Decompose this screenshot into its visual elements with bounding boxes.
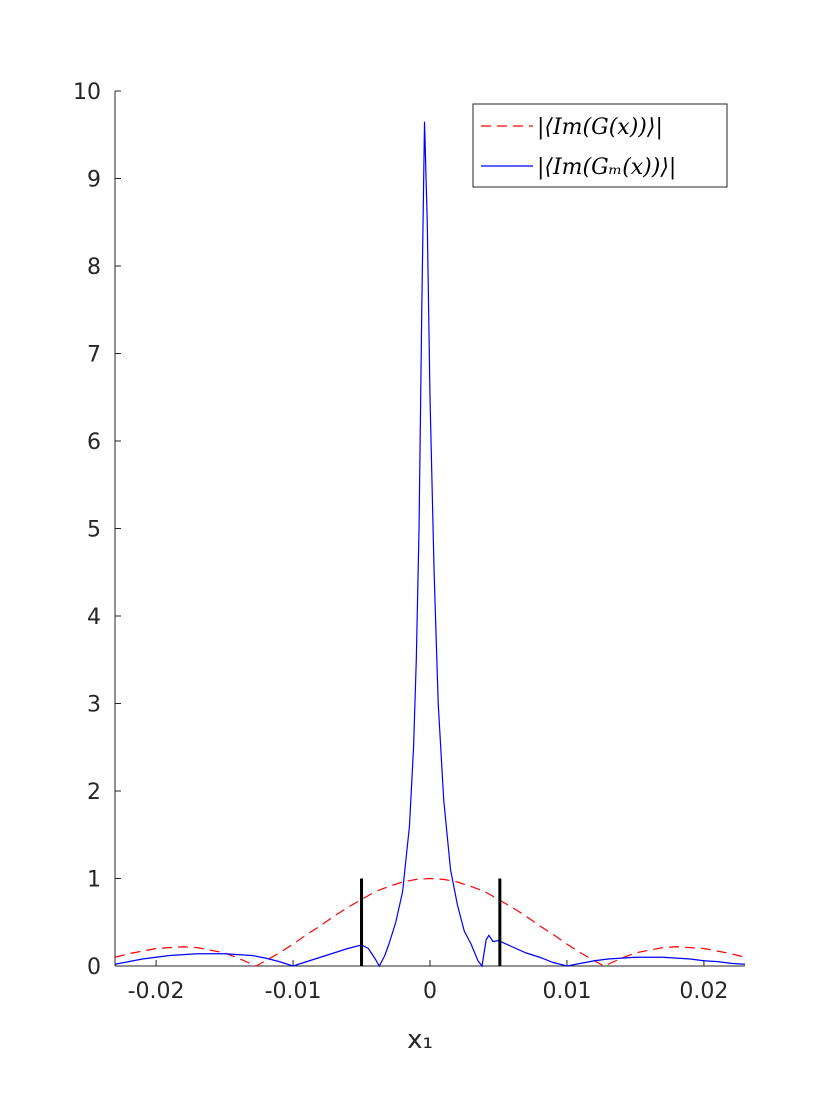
x-tick-label: 0.02 <box>679 979 728 1004</box>
y-tick-label: 6 <box>87 430 101 455</box>
y-tick-label: 7 <box>87 343 101 368</box>
data-line <box>114 877 746 967</box>
y-tick-label: 4 <box>87 605 101 630</box>
y-tick-label: 1 <box>87 868 101 893</box>
data-line <box>114 121 746 968</box>
legend-label: |⟨Im(G(x))⟩| <box>537 115 663 140</box>
x-axis-label: x₁ <box>407 1025 433 1055</box>
x-tick-label: -0.01 <box>265 979 322 1004</box>
y-tick-label: 10 <box>73 80 101 105</box>
x-tick-label: 0.01 <box>542 979 591 1004</box>
x-tick-label: -0.02 <box>128 979 185 1004</box>
y-tick-label: 9 <box>87 168 101 193</box>
y-tick-label: 3 <box>87 693 101 718</box>
y-tick-label: 2 <box>87 780 101 805</box>
legend-label: |⟨Im(Gₘ(x))⟩| <box>537 155 676 180</box>
y-tick-label: 0 <box>87 955 101 980</box>
legend-box <box>472 103 728 188</box>
x-tick-label: 0 <box>423 979 437 1004</box>
y-tick-label: 5 <box>87 518 101 543</box>
y-tick-label: 8 <box>87 255 101 280</box>
